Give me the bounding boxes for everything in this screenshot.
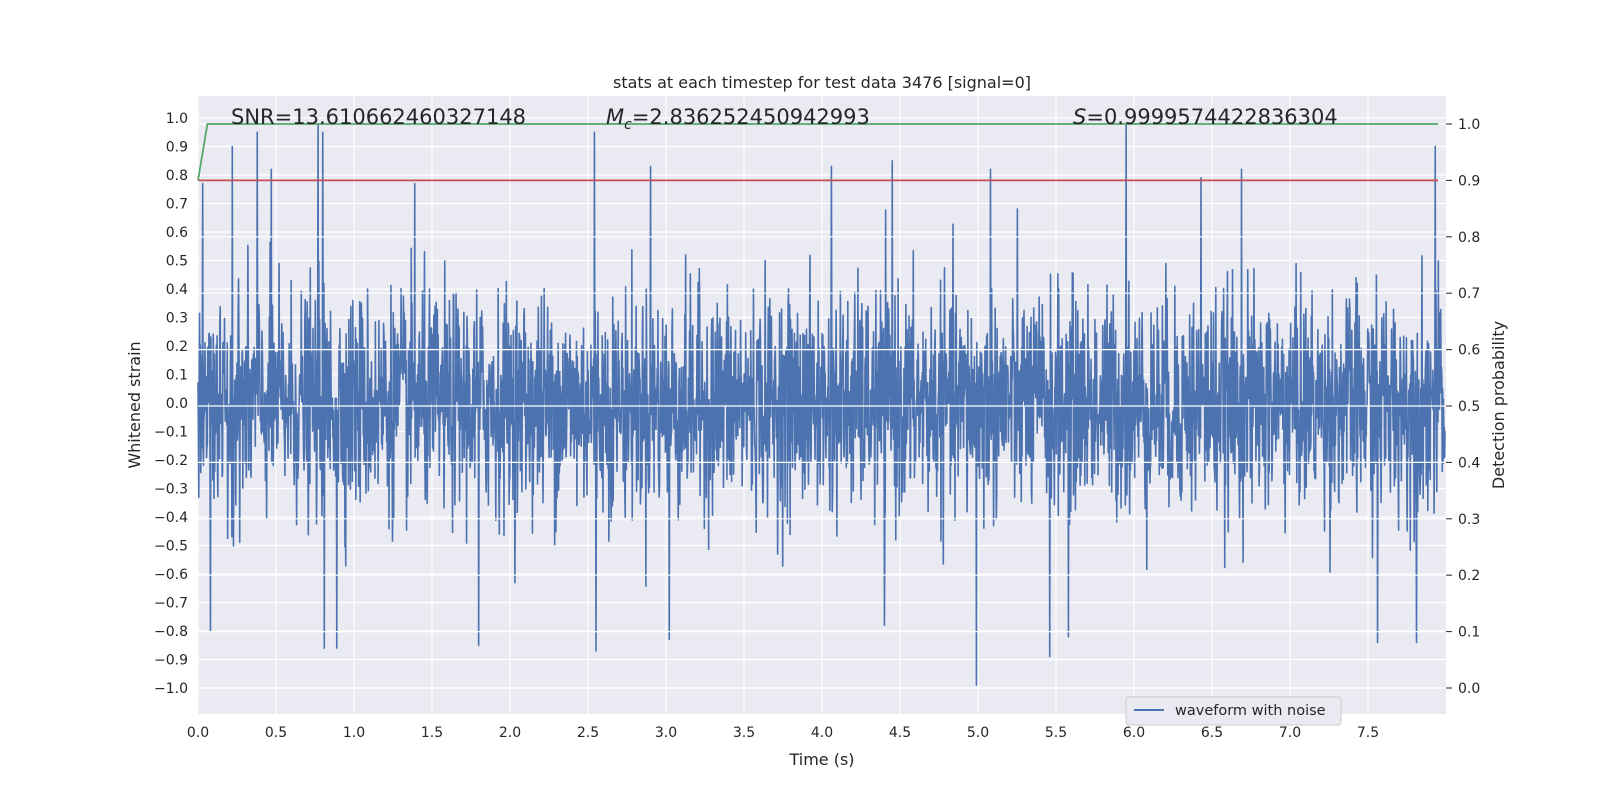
y2-tick-label: 1.0 — [1458, 117, 1480, 133]
y-tick-label: 0.0 — [166, 396, 188, 412]
y-tick-label: 1.0 — [166, 111, 188, 127]
y-tick-label: 0.2 — [166, 339, 188, 355]
y-tick-label: 0.1 — [166, 368, 188, 384]
x-tick-label: 1.0 — [343, 725, 365, 741]
score-annotation: S=0.9999574422836304 — [1073, 105, 1338, 129]
x-tick-label: 7.5 — [1357, 725, 1379, 741]
y-tick-label: 0.9 — [166, 140, 188, 156]
legend: waveform with noise — [1125, 696, 1342, 726]
y-tick-label: −0.4 — [154, 510, 188, 526]
s-value: =0.9999574422836304 — [1086, 105, 1337, 129]
chirp-mass-annotation: Mc=2.836252450942993 — [606, 105, 870, 133]
y2-tick-label: 0.5 — [1458, 399, 1480, 415]
probability-series — [197, 123, 1439, 182]
y-tick-label: 0.7 — [166, 197, 188, 213]
y-axis-ticks: 1.0 0.9 0.8 0.7 0.6 0.5 0.4 0.3 0.2 0.1 0.0 −0.1 −0.… — [154, 111, 188, 697]
y-tick-label: −0.3 — [154, 482, 188, 498]
y-tick-label: −0.2 — [154, 453, 188, 469]
detection-probability-line — [197, 123, 1439, 181]
x-tick-label: 3.0 — [655, 725, 677, 741]
y2-tick-label: 0.6 — [1458, 343, 1480, 359]
y2-tick-label: 0.0 — [1458, 681, 1480, 697]
y2-tick-label: 0.3 — [1458, 512, 1480, 528]
x-tick-label: 0.0 — [187, 725, 209, 741]
y-tick-label: 0.6 — [166, 225, 188, 241]
x-tick-label: 0.5 — [265, 725, 287, 741]
y-tick-label: −0.8 — [154, 624, 188, 640]
y-axis-label: Whitened strain — [125, 341, 144, 468]
mc-subscript: c — [624, 117, 632, 133]
snr-annotation: SNR=13.610662460327148 — [231, 105, 526, 129]
s-symbol: S — [1073, 105, 1086, 129]
x-tick-label: 2.0 — [499, 725, 521, 741]
legend-box — [1125, 696, 1342, 726]
mc-symbol: M — [606, 105, 624, 129]
x-tick-label: 7.0 — [1279, 725, 1301, 741]
mc-value: =2.836252450942993 — [632, 105, 870, 129]
x-axis-label: Time (s) — [788, 750, 854, 769]
y-tick-label: −0.1 — [154, 425, 188, 441]
y2-tick-label: 0.7 — [1458, 286, 1480, 302]
legend-label: waveform with noise — [1175, 703, 1326, 719]
chart-title: stats at each timestep for test data 347… — [613, 73, 1031, 92]
x-tick-label: 2.5 — [577, 725, 599, 741]
x-tick-label: 4.5 — [889, 725, 911, 741]
y-tick-label: −0.7 — [154, 596, 188, 612]
y2-tick-label: 0.1 — [1458, 625, 1480, 641]
x-tick-label: 5.5 — [1045, 725, 1067, 741]
y-tick-label: 0.5 — [166, 254, 188, 270]
y-tick-label: 0.8 — [166, 168, 188, 184]
y-tick-label: −0.5 — [154, 539, 188, 555]
y2-tick-label: 0.8 — [1458, 230, 1480, 246]
y-tick-label: 0.4 — [166, 282, 188, 298]
y-tick-label: 0.3 — [166, 311, 188, 327]
y2-tick-label: 0.2 — [1458, 568, 1480, 584]
x-tick-label: 4.0 — [811, 725, 833, 741]
waveform-line — [197, 122, 1446, 686]
y2-axis-ticks: 1.0 0.9 0.8 0.7 0.6 0.5 0.4 0.3 0.2 0.1 0.0 — [1446, 117, 1480, 697]
y2-tick-label: 0.4 — [1458, 455, 1480, 471]
x-tick-label: 1.5 — [421, 725, 443, 741]
y-tick-label: −1.0 — [154, 681, 188, 697]
y-tick-label: −0.9 — [154, 653, 188, 669]
x-tick-label: 3.5 — [733, 725, 755, 741]
y2-tick-label: 0.9 — [1458, 173, 1480, 189]
y2-axis-label: Detection probability — [1489, 321, 1508, 489]
waveform-series — [197, 122, 1446, 686]
y-tick-label: −0.6 — [154, 567, 188, 583]
x-tick-label: 6.0 — [1123, 725, 1145, 741]
x-tick-label: 6.5 — [1201, 725, 1223, 741]
x-tick-label: 5.0 — [967, 725, 989, 741]
x-axis-ticks: 0.0 0.5 1.0 1.5 2.0 2.5 3.0 3.5 4.0 4.5 5.0 5.5 6.0 6… — [187, 725, 1379, 741]
